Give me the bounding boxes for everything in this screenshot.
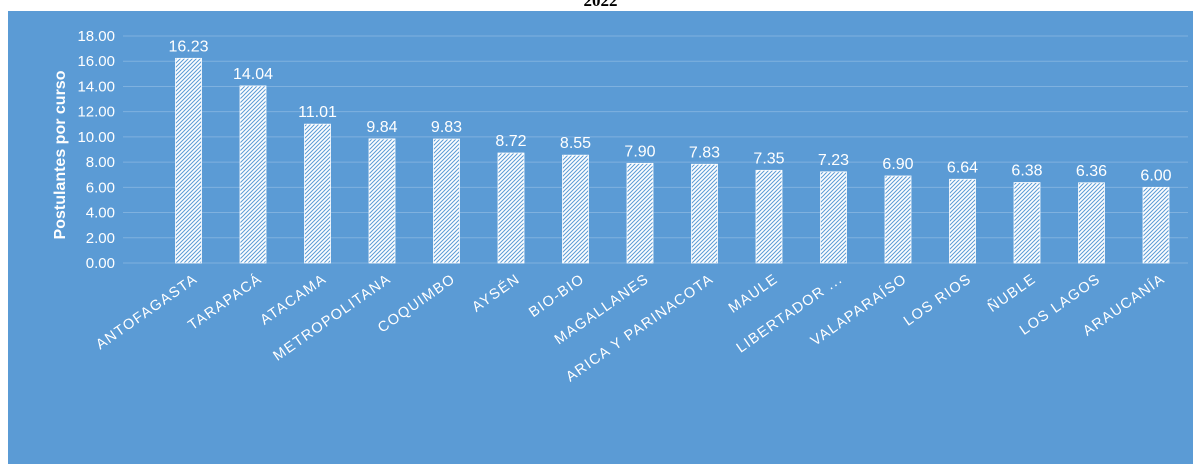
x-tick-label: BIO-BIO bbox=[526, 271, 588, 321]
data-label: 14.04 bbox=[233, 66, 273, 83]
y-tick-label: 18.00 bbox=[77, 28, 115, 45]
chart-title: 2022 bbox=[583, 0, 618, 10]
bar-chart: 0.00 2.00 4.00 6.00 8.00 10.00 12.00 14.00 16.00… bbox=[52, 28, 1188, 385]
data-label: 16.23 bbox=[168, 38, 208, 55]
bar bbox=[949, 178, 976, 264]
bar bbox=[175, 57, 202, 264]
bar bbox=[368, 138, 396, 264]
x-axis-labels: ANTOFAGASTATARAPACÁATACAMAMETROPOLITANAC… bbox=[93, 270, 1168, 385]
data-label: 6.00 bbox=[1140, 167, 1171, 184]
x-tick-label: LIBERTADOR ... bbox=[734, 271, 846, 356]
bar bbox=[497, 152, 525, 264]
bar bbox=[562, 154, 589, 264]
gridlines bbox=[123, 35, 1188, 264]
x-tick-label: ANTOFAGASTA bbox=[93, 271, 201, 353]
bar bbox=[1078, 182, 1105, 264]
y-tick-label: 2.00 bbox=[86, 230, 115, 247]
bar bbox=[820, 171, 847, 264]
chart-panel: 0.00 2.00 4.00 6.00 8.00 10.00 12.00 14.00 16.00… bbox=[8, 11, 1193, 464]
title-strip: 2022 bbox=[0, 0, 1201, 11]
data-label: 7.83 bbox=[689, 144, 720, 161]
x-tick-label: AYSÉN bbox=[469, 270, 523, 315]
bar bbox=[755, 169, 783, 264]
x-tick-label: METROPOLITANA bbox=[271, 271, 395, 364]
data-label: 7.90 bbox=[624, 143, 655, 160]
y-tick-label: 4.00 bbox=[86, 205, 115, 222]
data-label: 7.23 bbox=[818, 152, 849, 169]
y-tick-label: 14.00 bbox=[77, 78, 115, 95]
data-label: 11.01 bbox=[298, 104, 337, 121]
y-tick-label: 16.00 bbox=[77, 53, 115, 70]
data-label: 9.83 bbox=[431, 119, 462, 136]
data-label: 9.84 bbox=[366, 119, 397, 136]
bar bbox=[626, 162, 654, 264]
bar bbox=[884, 175, 912, 264]
bar bbox=[433, 138, 460, 264]
y-tick-label: 8.00 bbox=[86, 154, 115, 171]
bar bbox=[304, 123, 331, 264]
bars bbox=[175, 57, 1170, 264]
x-tick-label: MAULE bbox=[726, 271, 781, 316]
data-label: 6.36 bbox=[1076, 163, 1107, 180]
y-axis-title: Postulantes por curso bbox=[52, 70, 69, 239]
data-label: 6.90 bbox=[882, 156, 913, 173]
x-tick-label: LOS RIOS bbox=[901, 271, 975, 329]
y-tick-label: 12.00 bbox=[77, 104, 115, 121]
data-label: 6.38 bbox=[1011, 163, 1042, 180]
bar bbox=[1142, 186, 1170, 264]
x-tick-label: ÑUBLE bbox=[985, 270, 1040, 315]
bar bbox=[691, 163, 718, 264]
y-axis-ticks: 0.00 2.00 4.00 6.00 8.00 10.00 12.00 14.00 16.00… bbox=[77, 28, 115, 272]
data-label: 7.35 bbox=[753, 150, 784, 167]
y-tick-label: 6.00 bbox=[86, 179, 115, 196]
y-tick-label: 10.00 bbox=[77, 129, 115, 146]
data-label: 8.72 bbox=[495, 133, 526, 150]
y-tick-label: 0.00 bbox=[86, 255, 115, 272]
data-labels: 16.23 14.04 11.01 9.84 9.83 8.72 8.55 7.90 7.83 7… bbox=[168, 38, 1171, 184]
data-label: 6.64 bbox=[947, 159, 978, 176]
bar bbox=[239, 85, 267, 264]
data-label: 8.55 bbox=[560, 135, 591, 152]
bar bbox=[1013, 182, 1041, 264]
